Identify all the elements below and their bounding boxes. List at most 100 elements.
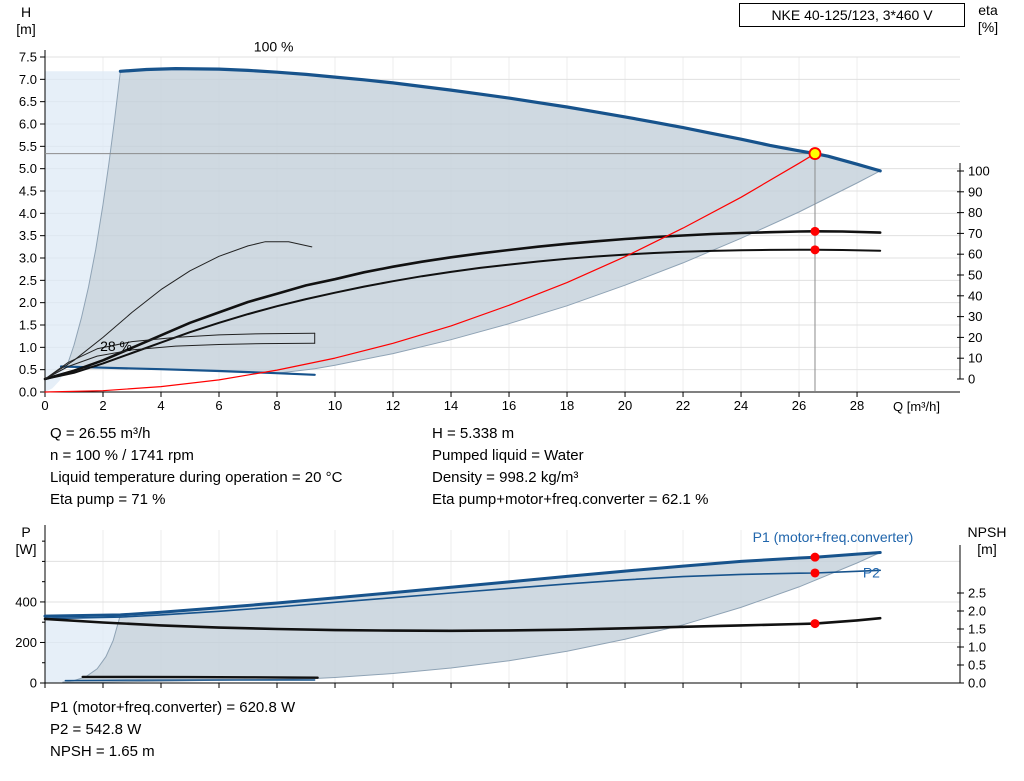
svg-text:26: 26 (792, 398, 806, 413)
eta-pump-curve (43, 230, 882, 381)
svg-text:30: 30 (968, 309, 982, 324)
qh-chart-axes (40, 50, 964, 397)
svg-text:20: 20 (968, 330, 982, 345)
info-eta-pump: Eta pump = 71 % (50, 491, 166, 508)
svg-text:0: 0 (30, 676, 37, 691)
svg-text:20: 20 (618, 398, 632, 413)
svg-text:4.5: 4.5 (19, 184, 37, 199)
svg-text:5.5: 5.5 (19, 139, 37, 154)
svg-text:12: 12 (386, 398, 400, 413)
eta-total-curve (44, 248, 882, 380)
svg-text:1.0: 1.0 (19, 340, 37, 355)
p2-label: P2 (863, 565, 880, 581)
power-npsh-chart: 0 200 400 0.0 0.5 1.0 1.5 2.0 2.5 P1 (motor+freq.… (15, 525, 986, 691)
pump-curve-100pct (118, 67, 882, 173)
result-npsh: NPSH = 1.65 m (50, 743, 155, 760)
svg-text:22: 22 (676, 398, 690, 413)
svg-text:6: 6 (215, 398, 222, 413)
svg-text:2: 2 (99, 398, 106, 413)
svg-text:4.0: 4.0 (19, 206, 37, 221)
svg-text:1.5: 1.5 (968, 622, 986, 637)
duty-info-right: H = 5.338 m Pumped liquid = Water Densit… (432, 425, 708, 513)
result-p1: P1 (motor+freq.converter) = 620.8 W (50, 699, 296, 716)
svg-text:28: 28 (850, 398, 864, 413)
svg-text:3.5: 3.5 (19, 228, 37, 243)
svg-text:0: 0 (41, 398, 48, 413)
info-h: H = 5.338 m (432, 425, 515, 442)
svg-text:200: 200 (15, 635, 37, 650)
eta-axis-unit: [%] (977, 19, 999, 35)
duty-info-left: Q = 26.55 m³/h n = 100 % / 1741 rpm Liqu… (50, 425, 342, 513)
p1-curve (43, 551, 882, 618)
power-npsh-chart-tick-labels: 0 200 400 0.0 0.5 1.0 1.5 2.0 2.5 (15, 586, 986, 691)
svg-text:60: 60 (968, 247, 982, 262)
eta-aux-curve-a (44, 332, 316, 380)
svg-text:1.0: 1.0 (968, 640, 986, 655)
h-axis-unit: [m] (16, 21, 36, 37)
qh-chart-tick-labels: 0 2 4 6 8 10 12 14 16 18 20 22 24 26 280.00.51.01.52.0… (19, 50, 990, 414)
duty-system-curve (44, 153, 816, 393)
svg-text:7.0: 7.0 (19, 72, 37, 87)
svg-text:1.5: 1.5 (19, 318, 37, 333)
npsh-point (810, 619, 820, 629)
svg-text:4: 4 (157, 398, 164, 413)
h-axis-title: H [m] (4, 4, 48, 38)
svg-text:16: 16 (502, 398, 516, 413)
svg-text:5.0: 5.0 (19, 161, 37, 176)
p1-point (810, 552, 820, 562)
p2-point (810, 568, 820, 578)
svg-text:6.5: 6.5 (19, 94, 37, 109)
svg-text:18: 18 (560, 398, 574, 413)
svg-text:50: 50 (968, 268, 982, 283)
svg-text:8: 8 (273, 398, 280, 413)
svg-text:24: 24 (734, 398, 748, 413)
h-axis-letter: H (20, 4, 32, 20)
svg-text:90: 90 (968, 184, 982, 199)
qh-chart: 0 2 4 6 8 10 12 14 16 18 20 22 24 26 280.00.51.01.52.0… (19, 39, 990, 413)
duty-point-marker[interactable] (808, 147, 822, 160)
p2-curve (44, 569, 881, 620)
operating-envelope-power (62, 552, 881, 683)
svg-text:6.0: 6.0 (19, 117, 37, 132)
info-speed: n = 100 % / 1741 rpm (50, 447, 194, 464)
svg-text:40: 40 (968, 288, 982, 303)
svg-text:3.0: 3.0 (19, 251, 37, 266)
low-flow-region (45, 71, 121, 393)
power-results: P1 (motor+freq.converter) = 620.8 W P2 =… (50, 699, 295, 765)
svg-text:2.5: 2.5 (19, 273, 37, 288)
svg-text:14: 14 (444, 398, 458, 413)
p1-label: P1 (motor+freq.converter) (753, 529, 914, 545)
npsh-axis-title: NPSH [m] (956, 524, 1018, 558)
svg-text:0: 0 (968, 372, 975, 387)
svg-text:70: 70 (968, 226, 982, 241)
svg-text:400: 400 (15, 594, 37, 609)
svg-text:0.0: 0.0 (19, 385, 37, 400)
eta-pump-min-curve (44, 241, 313, 380)
eta-axis-letter: eta (978, 2, 998, 18)
info-liquid-temp: Liquid temperature during operation = 20… (50, 469, 343, 486)
svg-text:2.0: 2.0 (19, 295, 37, 310)
eta-total-point (810, 245, 820, 255)
q-axis-title: Q [m³/h] (893, 399, 940, 414)
svg-text:0.0: 0.0 (968, 676, 986, 691)
svg-text:80: 80 (968, 205, 982, 220)
pump-curve-min-28pct (59, 365, 316, 376)
info-density: Density = 998.2 kg/m³ (432, 469, 579, 486)
info-eta-total: Eta pump+motor+freq.converter = 62.1 % (432, 491, 709, 508)
p-axis-letter: P (21, 524, 31, 540)
svg-text:0.5: 0.5 (968, 658, 986, 673)
speed-28-label: 28 % (100, 338, 132, 354)
result-p2: P2 = 542.8 W (50, 721, 142, 738)
eta-aux-curve-b (44, 342, 316, 380)
eta-axis-title: eta [%] (962, 2, 1014, 36)
svg-text:10: 10 (968, 351, 982, 366)
npsh-axis-unit: [m] (977, 541, 997, 557)
p-axis-unit: [W] (15, 541, 37, 557)
pump-type-box: NKE 40-125/123, 3*460 V (739, 3, 965, 27)
info-pumped-liquid: Pumped liquid = Water (432, 447, 584, 464)
info-q: Q = 26.55 m³/h (50, 425, 151, 442)
p-min-curve (81, 675, 319, 679)
low-flow-region-power (45, 614, 121, 683)
